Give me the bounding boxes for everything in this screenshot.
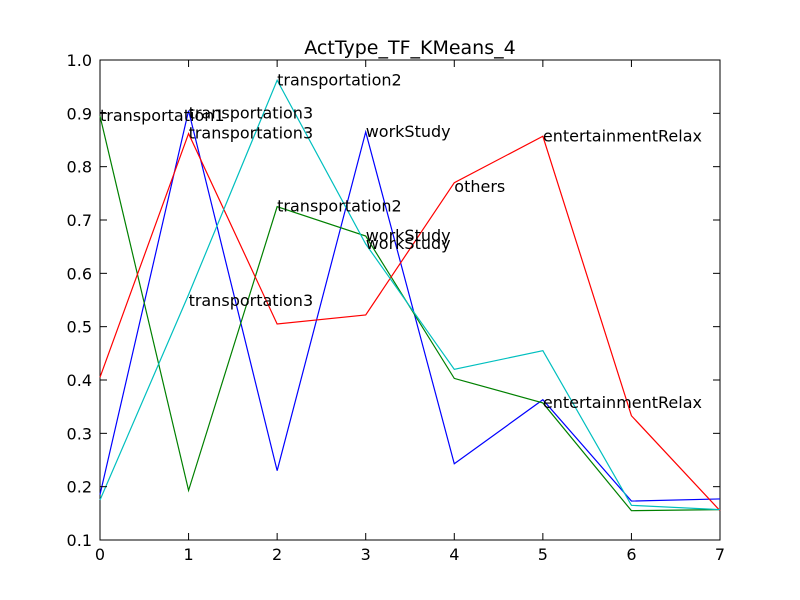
series-line-4 xyxy=(99,78,721,511)
series-line-3 xyxy=(99,132,721,512)
annotation-label: transportation3 xyxy=(189,291,314,310)
x-tick-label: 4 xyxy=(449,545,459,564)
series-line-1 xyxy=(99,110,721,502)
ticks-layer: 0 1 2 3 4 5 6 7 0.1 0.2 0.3 0.4 0.5 0.6 0.7 0.8 0.9 1.0 xyxy=(67,51,726,564)
series-layer xyxy=(99,78,721,512)
annotation-label: transportation3 xyxy=(189,103,314,122)
y-tick-label: 1.0 xyxy=(67,51,92,70)
annotations-layer: transportation1transportation3transporta… xyxy=(100,70,702,412)
plot-area-frame xyxy=(99,59,721,541)
annotation-label: transportation1 xyxy=(100,106,225,125)
annotation-label: transportation2 xyxy=(277,197,402,216)
y-tick-label: 0.3 xyxy=(67,424,92,443)
y-tick-label: 0.4 xyxy=(67,371,92,390)
y-tick-label: 0.9 xyxy=(67,104,92,123)
y-tick-label: 0.7 xyxy=(67,211,92,230)
series-line-2 xyxy=(99,115,721,512)
annotation-label: transportation3 xyxy=(189,124,314,143)
x-tick-label: 5 xyxy=(538,545,548,564)
annotation-label: workStudy xyxy=(366,226,451,245)
x-tick-label: 3 xyxy=(361,545,371,564)
y-tick-label: 0.5 xyxy=(67,318,92,337)
x-tick-label: 7 xyxy=(715,545,725,564)
annotation-label: workStudy xyxy=(366,122,451,141)
x-tick-label: 6 xyxy=(626,545,636,564)
x-tick-label: 0 xyxy=(95,545,105,564)
y-tick-label: 0.1 xyxy=(67,531,92,550)
annotation-label: workStudy xyxy=(366,234,451,253)
annotation-label: transportation2 xyxy=(277,70,402,89)
chart-title: ActType_TF_KMeans_4 xyxy=(304,37,515,59)
annotation-label: others xyxy=(454,177,505,196)
y-tick-label: 0.8 xyxy=(67,158,92,177)
annotation-label: entertainmentRelax xyxy=(543,393,702,412)
y-tick-label: 0.6 xyxy=(67,264,92,283)
x-tick-label: 1 xyxy=(183,545,193,564)
x-tick-label: 2 xyxy=(272,545,282,564)
annotation-label: entertainmentRelax xyxy=(543,126,702,145)
y-tick-label: 0.2 xyxy=(67,478,92,497)
